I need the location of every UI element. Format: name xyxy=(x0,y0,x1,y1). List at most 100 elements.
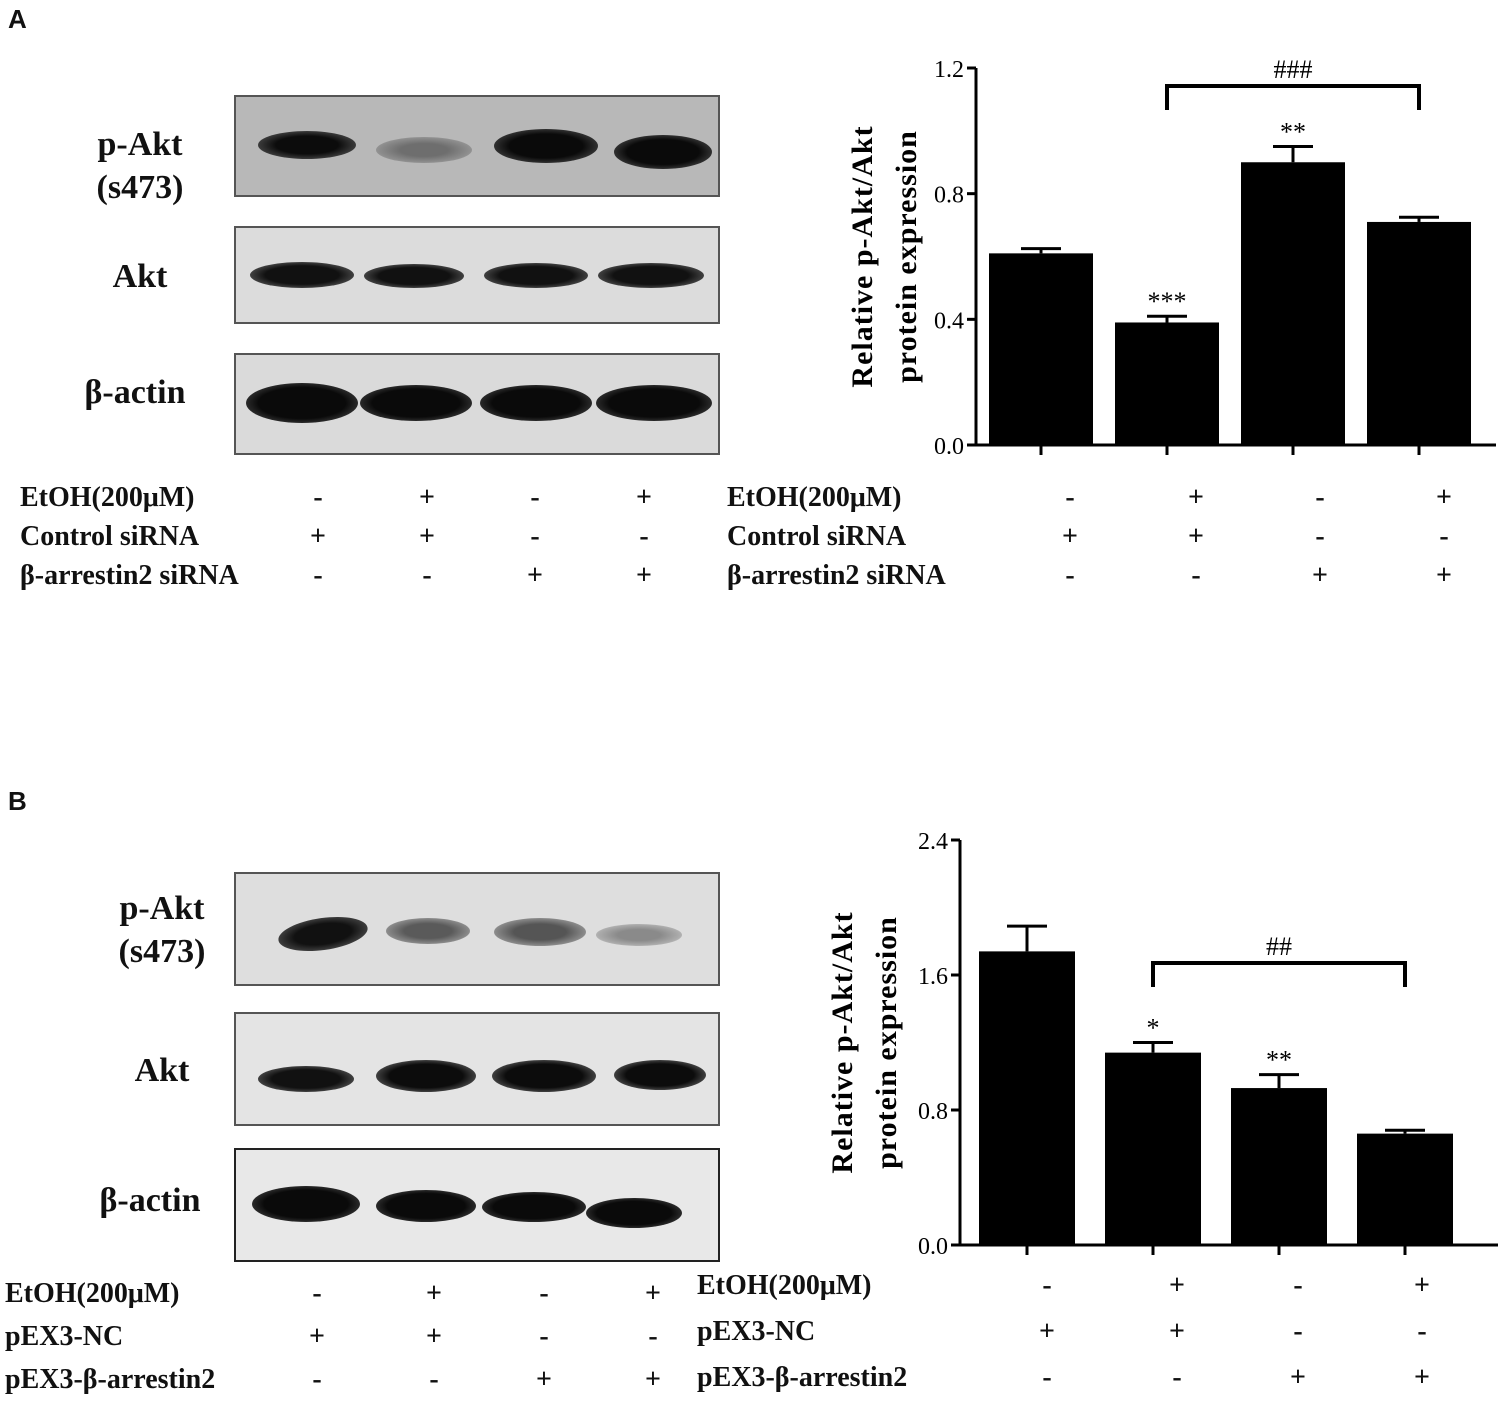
blot-label-pakt: p-Akt (s473) xyxy=(82,888,242,973)
sign-cell: - xyxy=(429,1364,439,1395)
cond-label-pex3-barr2: pEX3-β-arrestin2 xyxy=(5,1364,216,1395)
y-axis-label: Relative p-Akt/Akt xyxy=(846,125,879,387)
bar xyxy=(1357,1133,1453,1245)
sign-cell: + xyxy=(310,521,326,552)
blot-label-pakt: p-Akt (s473) xyxy=(60,124,220,209)
sign-cell: - xyxy=(648,1321,658,1352)
sign-cell: - xyxy=(1065,482,1075,513)
blot-label-pakt-name: p-Akt xyxy=(119,890,205,927)
sign-cell: + xyxy=(636,482,652,513)
y-tick-label: 0.0 xyxy=(934,434,964,460)
sign-cell: + xyxy=(1436,482,1452,513)
sign-cell: + xyxy=(1312,560,1328,591)
panel-letter-b: B xyxy=(8,786,27,816)
sign-cell: + xyxy=(536,1364,552,1395)
bracket-label: ## xyxy=(1266,932,1292,961)
sign-cell: + xyxy=(419,482,435,513)
sign-cell: + xyxy=(309,1321,325,1352)
bar xyxy=(989,253,1093,445)
sign-cell: - xyxy=(1065,560,1075,591)
blot-pakt xyxy=(234,95,720,197)
cond-label-barr2-sirna: β-arrestin2 siRNA xyxy=(20,560,239,591)
cond-label-etoh: EtOH(200μM) xyxy=(5,1278,180,1309)
sign-cell: - xyxy=(1191,560,1201,591)
significance-label: *** xyxy=(1148,287,1187,316)
bar xyxy=(979,951,1075,1245)
blot-akt xyxy=(234,226,720,324)
sign-cell: - xyxy=(639,521,649,552)
sign-cell: + xyxy=(1436,560,1452,591)
bar-chart-a: 0.00.40.81.2*****###Relative p-Akt/Akt pr… xyxy=(846,55,1496,460)
blot-akt xyxy=(234,1012,720,1126)
cond-label-barr2-sirna: β-arrestin2 siRNA xyxy=(727,560,946,591)
sign-cell: - xyxy=(539,1278,549,1309)
cond-label-pex3-nc: pEX3-NC xyxy=(5,1321,124,1352)
cond-label-control-sirna: Control siRNA xyxy=(727,521,907,552)
sign-cell: - xyxy=(1315,521,1325,552)
bar xyxy=(1105,1052,1201,1245)
cond-label-pex3-nc: pEX3-NC xyxy=(697,1316,816,1347)
y-tick-label: 0.8 xyxy=(918,1099,948,1125)
sign-cell: - xyxy=(1417,1316,1427,1347)
sign-cell: + xyxy=(636,560,652,591)
sign-cell: - xyxy=(422,560,432,591)
sign-cell: + xyxy=(1414,1362,1430,1393)
cond-label-pex3-barr2: pEX3-β-arrestin2 xyxy=(697,1362,908,1393)
sign-cell: - xyxy=(539,1321,549,1352)
bar xyxy=(1115,322,1219,445)
y-axis-label: protein expression xyxy=(870,916,903,1169)
sign-cell: - xyxy=(1315,482,1325,513)
sign-cell: + xyxy=(1188,482,1204,513)
sign-cell: + xyxy=(1169,1270,1185,1301)
significance-bracket xyxy=(1165,84,1421,110)
sign-cell: - xyxy=(1293,1270,1303,1301)
blot-label-pakt-site: (s473) xyxy=(96,168,184,206)
sign-cell: - xyxy=(312,1364,322,1395)
blot-actin xyxy=(234,353,720,455)
sign-cell: - xyxy=(312,1278,322,1309)
significance-label: ** xyxy=(1280,118,1306,147)
y-axis-label: protein expression xyxy=(890,130,923,383)
blot-label-actin: β-actin xyxy=(84,374,186,411)
significance-label: * xyxy=(1147,1014,1160,1043)
y-tick-label: 2.4 xyxy=(918,829,948,855)
sign-cell: - xyxy=(313,482,323,513)
sign-cell: + xyxy=(645,1278,661,1309)
sign-cell: - xyxy=(1042,1362,1052,1393)
sign-cell: - xyxy=(530,521,540,552)
blot-pakt xyxy=(234,872,720,986)
sign-cell: + xyxy=(419,521,435,552)
cond-label-etoh: EtOH(200μM) xyxy=(697,1270,872,1301)
sign-cell: - xyxy=(1439,521,1449,552)
bar xyxy=(1231,1088,1327,1245)
blot-actin xyxy=(234,1148,720,1262)
y-tick-label: 1.2 xyxy=(934,57,964,83)
y-axis-label: Relative p-Akt/Akt xyxy=(826,911,859,1173)
sign-cell: + xyxy=(1414,1270,1430,1301)
bar xyxy=(1367,221,1471,445)
sign-cell: + xyxy=(527,560,543,591)
sign-cell: - xyxy=(530,482,540,513)
bar-chart-b: 0.00.81.62.4***##Relative p-Akt/Akt prote… xyxy=(826,829,1498,1260)
cond-label-etoh: EtOH(200μM) xyxy=(727,482,902,513)
blot-label-akt: Akt xyxy=(112,258,168,295)
blot-label-actin: β-actin xyxy=(99,1182,201,1219)
y-tick-label: 1.6 xyxy=(918,964,948,990)
sign-cell: + xyxy=(1062,521,1078,552)
y-tick-label: 0.0 xyxy=(918,1234,948,1260)
sign-cell: - xyxy=(313,560,323,591)
blot-label-pakt-site: (s473) xyxy=(118,932,206,970)
y-tick-label: 0.4 xyxy=(934,308,964,334)
y-tick-label: 0.8 xyxy=(934,183,964,209)
cond-label-control-sirna: Control siRNA xyxy=(20,521,200,552)
sign-cell: + xyxy=(426,1278,442,1309)
blot-label-akt: Akt xyxy=(134,1052,190,1089)
sign-cell: + xyxy=(1188,521,1204,552)
bracket-label: ### xyxy=(1274,55,1313,84)
cond-label-etoh: EtOH(200μM) xyxy=(20,482,195,513)
panel-letter-a: A xyxy=(8,4,27,34)
significance-label: ** xyxy=(1266,1046,1292,1075)
sign-cell: + xyxy=(1290,1362,1306,1393)
sign-cell: - xyxy=(1293,1316,1303,1347)
sign-cell: + xyxy=(1039,1316,1055,1347)
